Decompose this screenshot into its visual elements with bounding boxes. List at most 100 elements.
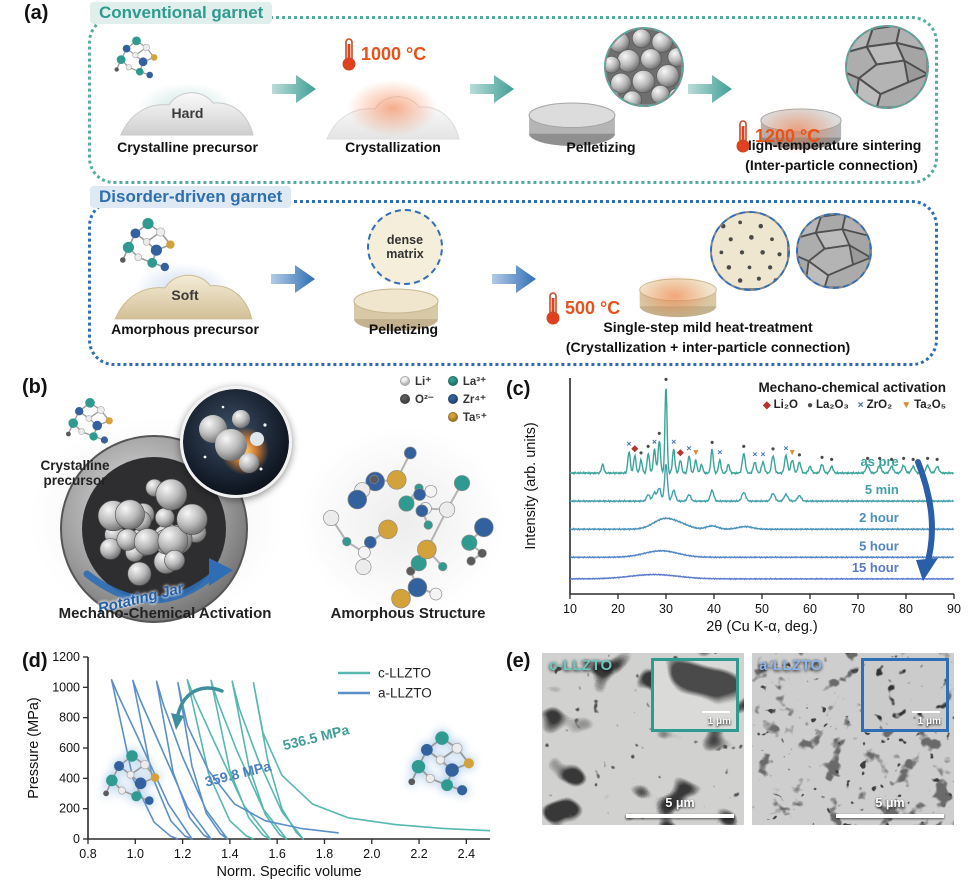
step-subcaption: (Crystallization + inter-particle connec… bbox=[565, 339, 851, 355]
legend-label: a-LLZTO bbox=[378, 686, 432, 701]
phase-marker-icon: ● bbox=[806, 399, 813, 411]
flow-arrow-icon bbox=[271, 265, 315, 293]
flow-arrow-icon bbox=[688, 75, 732, 103]
svg-text:1.2: 1.2 bbox=[174, 847, 191, 861]
dense-matrix-line1: dense bbox=[386, 232, 424, 247]
compression-xlabel: Norm. Specific volume bbox=[216, 864, 361, 880]
svg-text:200: 200 bbox=[59, 802, 80, 816]
peak-marker: ◆ bbox=[631, 443, 640, 453]
ion-dot-icon bbox=[447, 376, 458, 386]
legend-label: c-LLZTO bbox=[378, 666, 431, 681]
svg-text:0: 0 bbox=[73, 832, 80, 846]
soft-tag: Soft bbox=[171, 287, 199, 303]
peak-marker: ● bbox=[901, 454, 906, 463]
panel-c-xrd-chart: 10 20 30 40 50 60 70 80 90 2θ (Cu K-α, deg.) Inten… bbox=[520, 372, 968, 640]
peak-marker: ● bbox=[657, 429, 662, 438]
xrd-trace-label: 2 hour bbox=[859, 510, 899, 525]
heat-glow bbox=[622, 265, 727, 327]
panel-label-d: (d) bbox=[22, 650, 48, 672]
peak-marker: ● bbox=[935, 455, 940, 464]
conventional-flow-row: Hard Crystalline precursor 1000 °C Cryst… bbox=[105, 23, 929, 179]
thermometer-icon bbox=[736, 120, 750, 153]
grain-magnifier bbox=[845, 25, 929, 109]
peak-marker: ● bbox=[771, 444, 776, 453]
ion-legend-item: La³⁺ bbox=[447, 374, 487, 388]
heat-glow bbox=[330, 69, 455, 147]
svg-text:1200: 1200 bbox=[52, 650, 80, 664]
disorder-title: Disorder-driven garnet bbox=[90, 186, 292, 208]
step-caption: Pelletizing bbox=[566, 139, 636, 155]
svg-text:1.0: 1.0 bbox=[127, 847, 144, 861]
thermometer-icon bbox=[342, 38, 356, 71]
peak-marker: ◆ bbox=[676, 447, 685, 457]
step-sintering: 1200 °C High-temperature sintering (Inte… bbox=[734, 23, 929, 179]
phase-marker-icon: ▼ bbox=[901, 399, 912, 411]
svg-text:60: 60 bbox=[803, 602, 817, 616]
phase-legend-item: ▼ Ta₂O₅ bbox=[901, 399, 946, 411]
svg-text:1000: 1000 bbox=[52, 680, 80, 694]
conventional-title: Conventional garnet bbox=[90, 2, 273, 24]
svg-text:90: 90 bbox=[947, 602, 961, 616]
peak-marker: ▼ bbox=[788, 447, 796, 457]
peak-marker: ● bbox=[925, 454, 930, 463]
svg-text:50: 50 bbox=[755, 602, 769, 616]
svg-text:40: 40 bbox=[707, 602, 721, 616]
scale-bar: 5 μm bbox=[836, 794, 944, 818]
xrd-trace-label: 5 min bbox=[865, 482, 899, 497]
amorphous-structure-caption: Amorphous Structure bbox=[330, 605, 486, 622]
ion-legend-item: O²⁻ bbox=[400, 392, 434, 406]
compression-plot: 0.8 1.0 1.2 1.4 1.6 1.8 2.0 2.2 2.4 0 200 400 600 800… bbox=[26, 650, 491, 880]
collision-inset-icon bbox=[180, 386, 292, 498]
svg-text:2.0: 2.0 bbox=[363, 847, 380, 861]
amorphous-molecule-icon bbox=[102, 749, 161, 806]
svg-text:400: 400 bbox=[59, 771, 80, 785]
ion-legend: Li⁺ O²⁻ La³⁺ Zr⁴⁺ Ta⁵⁺ bbox=[400, 374, 487, 424]
grain-magnifier bbox=[796, 213, 872, 289]
crystalline-precursor-label: Crystalline precursor bbox=[40, 458, 110, 488]
peak-marker: × bbox=[652, 436, 657, 446]
peak-marker: ● bbox=[829, 455, 834, 464]
xrd-trace-5-min bbox=[569, 464, 954, 504]
step-caption: Crystalline precursor bbox=[117, 139, 258, 155]
amorphous-structure-icon bbox=[323, 446, 494, 609]
peak-marker: × bbox=[784, 443, 789, 453]
ion-legend-item: Zr⁴⁺ bbox=[447, 392, 487, 406]
panel-label-a: (a) bbox=[24, 2, 49, 24]
peak-marker: × bbox=[752, 449, 757, 459]
svg-text:30: 30 bbox=[659, 602, 673, 616]
ion-legend-item: Ta⁵⁺ bbox=[447, 410, 487, 424]
phase-marker-icon: ◆ bbox=[762, 399, 771, 411]
xrd-trace-label: 15 hour bbox=[852, 560, 899, 575]
ion-dot-icon bbox=[447, 412, 458, 422]
xrd-trace-2-hour bbox=[569, 516, 955, 532]
disorder-flow-row: Soft Amorphous precursor dense matrix Pe… bbox=[105, 207, 925, 361]
sem-image-a-llzto: a-LLZTO 1 μm 5 μm bbox=[752, 653, 954, 825]
peak-marker: ● bbox=[797, 450, 802, 459]
xrd-trace-label: as pre bbox=[860, 454, 898, 469]
phase-legend-item: ● La₂O₃ bbox=[806, 399, 849, 411]
sem-inset: 1 μm bbox=[651, 658, 739, 732]
phase-marker-icon: × bbox=[857, 399, 864, 411]
step-caption: Pelletizing bbox=[368, 321, 439, 337]
xrd-xlabel: 2θ (Cu K-α, deg.) bbox=[706, 619, 818, 635]
step-caption: Single-step mild heat-treatment bbox=[603, 319, 813, 335]
xrd-trace-label: 5 hour bbox=[859, 538, 899, 553]
peak-marker: × bbox=[671, 436, 676, 446]
svg-text:70: 70 bbox=[851, 602, 865, 616]
curved-arrow-icon bbox=[171, 686, 224, 730]
peak-marker: ● bbox=[664, 375, 669, 384]
peak-marker: × bbox=[687, 443, 692, 453]
svg-text:800: 800 bbox=[59, 711, 80, 725]
peak-marker: ● bbox=[820, 452, 825, 461]
particle-magnifier bbox=[604, 27, 684, 107]
disorder-flow-box: Soft Amorphous precursor dense matrix Pe… bbox=[88, 200, 938, 366]
compression-ylabel: Pressure (MPa) bbox=[26, 697, 42, 799]
mechano-chemical-caption: Mechano-Chemical Activation bbox=[58, 605, 272, 622]
scale-bar-label: 5 μm bbox=[875, 796, 905, 810]
temp-label: 1200 °C bbox=[755, 125, 821, 146]
xrd-ylabel: Intensity (arb. units) bbox=[523, 422, 539, 549]
scale-bar: 5 μm bbox=[626, 794, 734, 818]
svg-text:1.6: 1.6 bbox=[268, 847, 285, 861]
step-crystalline-precursor: Hard Crystalline precursor bbox=[105, 23, 270, 179]
